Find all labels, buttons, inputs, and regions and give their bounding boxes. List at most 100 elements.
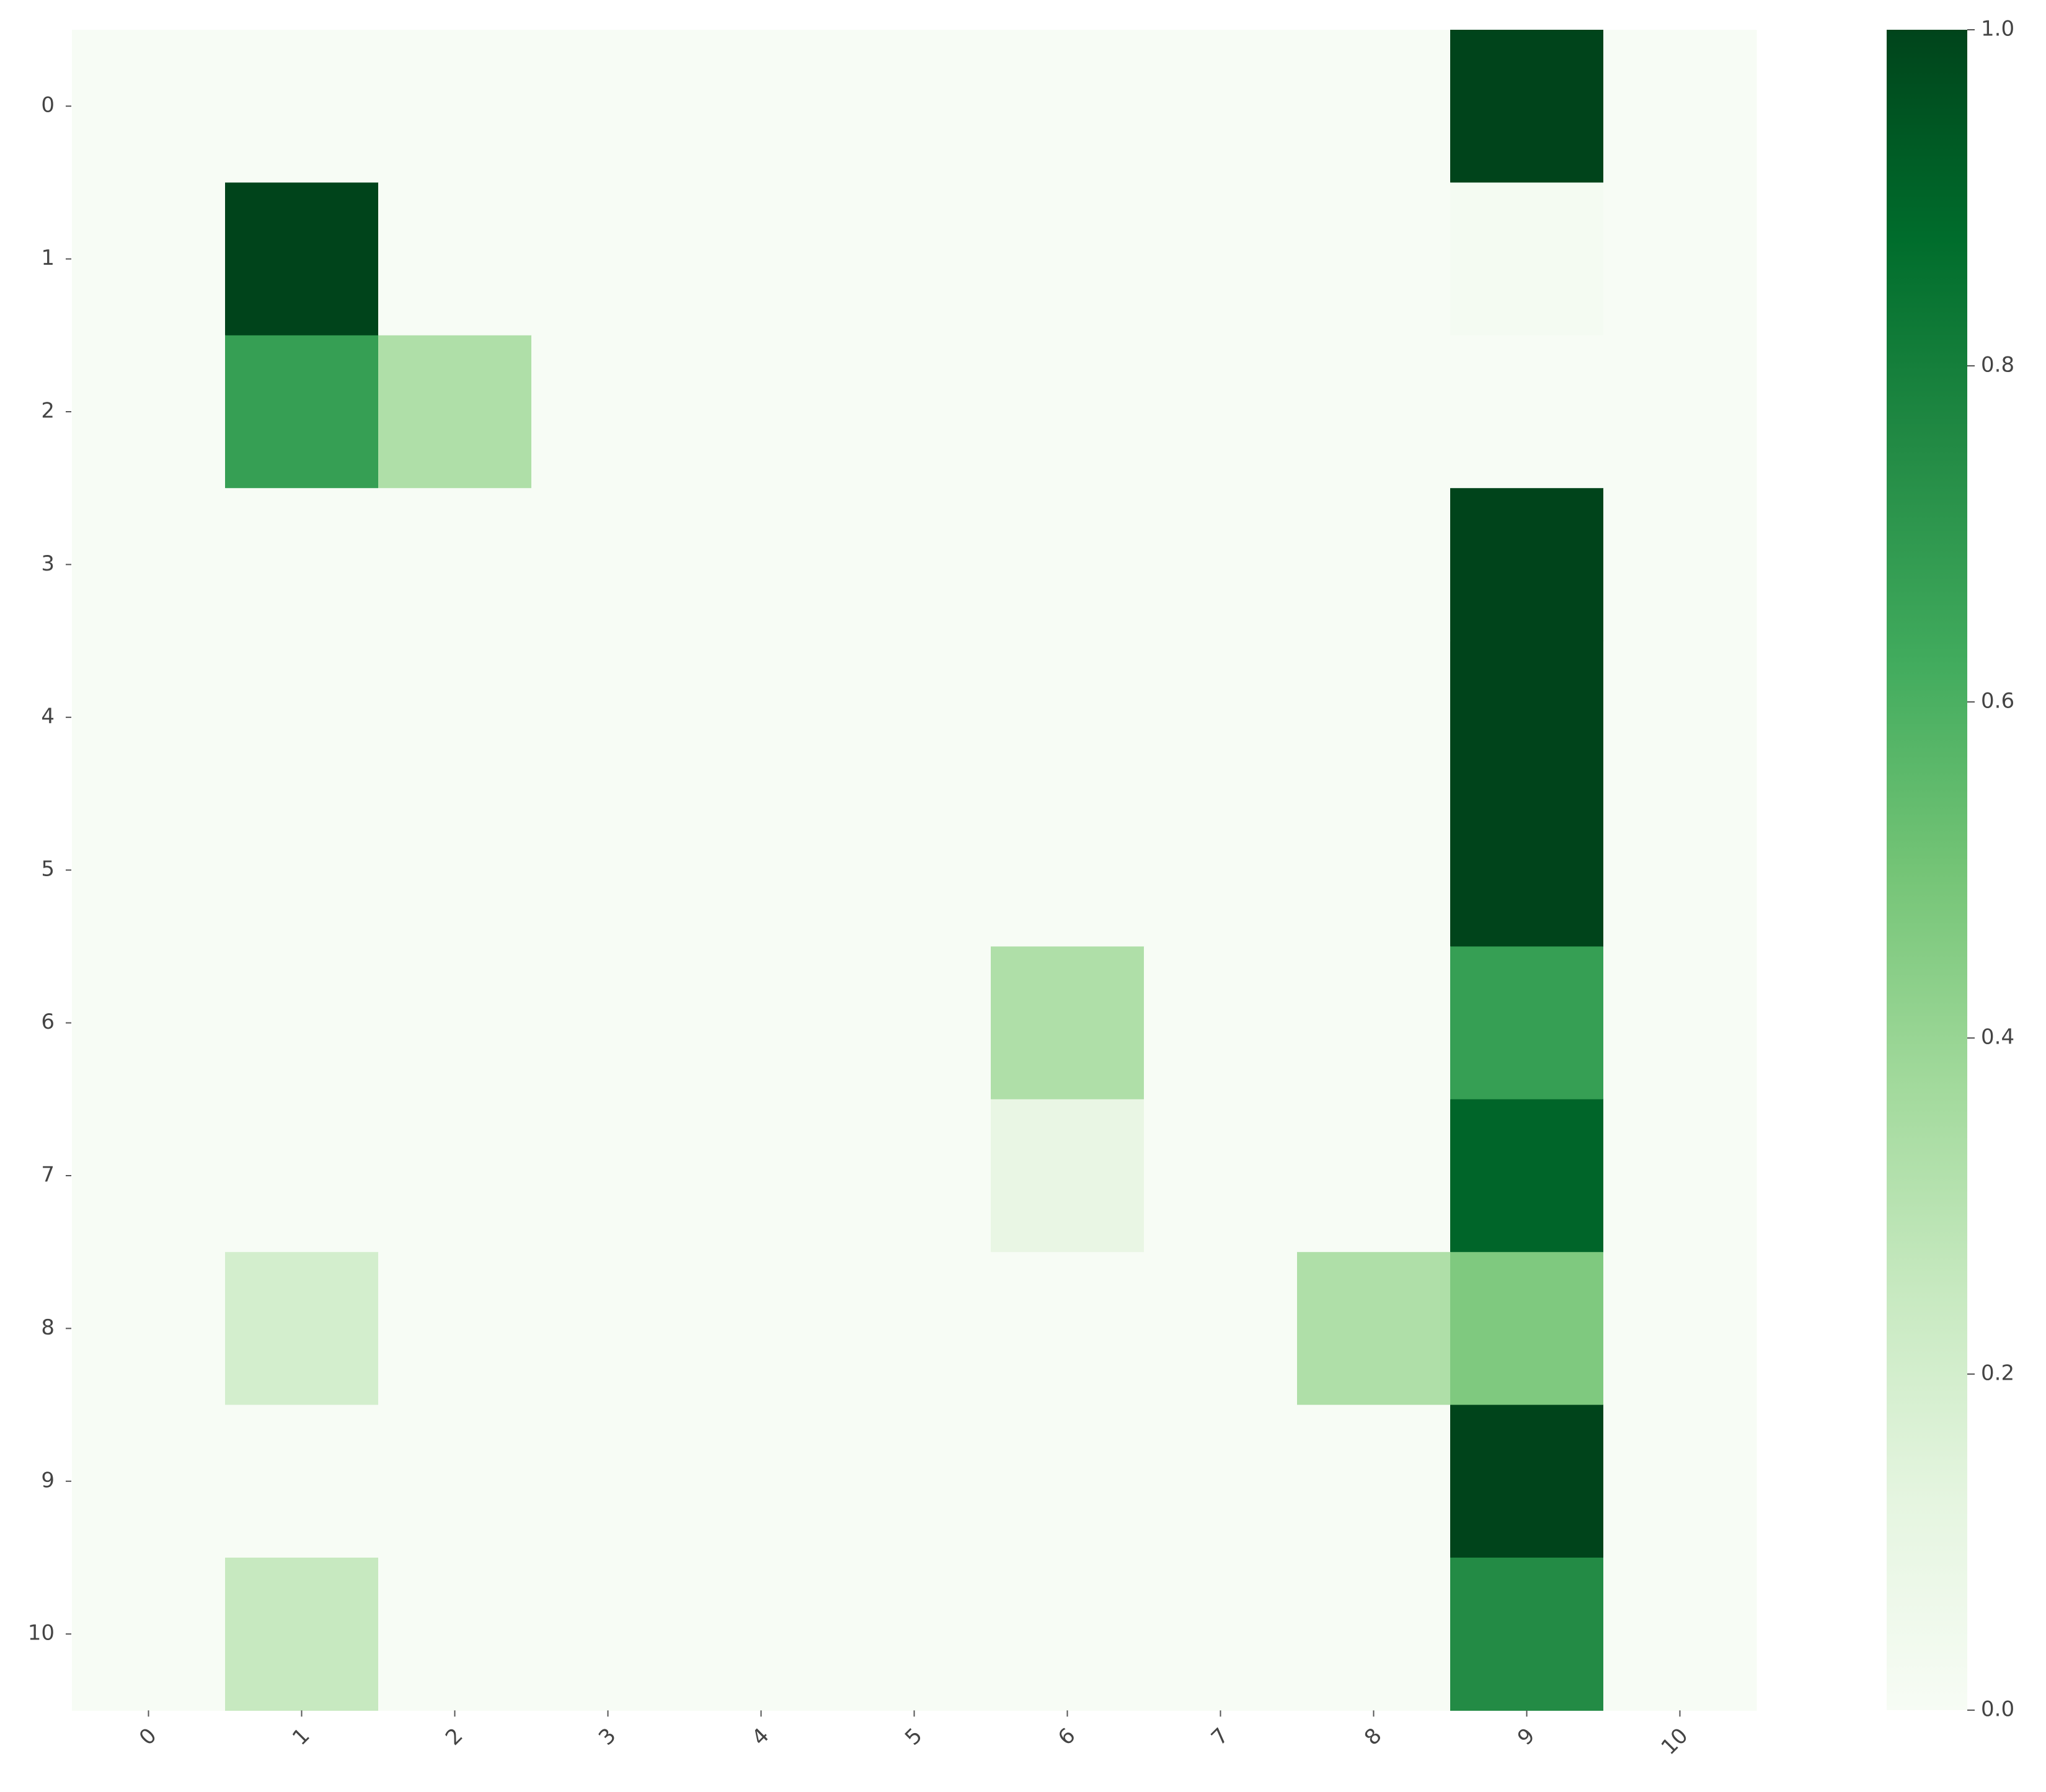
x-tick-label: 3 <box>594 1723 621 1750</box>
heatmap-cell-8-6 <box>991 1252 1145 1406</box>
heatmap-cell-1-2 <box>378 182 532 336</box>
heatmap-cell-10-3 <box>531 1558 685 1711</box>
heatmap-cell-5-6 <box>991 794 1145 947</box>
x-tick-label: 1 <box>288 1723 315 1750</box>
heatmap-cell-9-2 <box>378 1404 532 1558</box>
heatmap-cell-5-8 <box>1297 794 1451 947</box>
heatmap-cell-5-4 <box>684 794 838 947</box>
heatmap-cell-8-3 <box>531 1252 685 1406</box>
heatmap-cell-6-7 <box>1144 946 1298 1100</box>
heatmap-cell-8-1 <box>225 1252 379 1406</box>
heatmap-cell-9-4 <box>684 1404 838 1558</box>
heatmap-cell-10-0 <box>72 1558 226 1711</box>
y-tick-label: 0 <box>41 93 55 118</box>
x-axis: 0 1 2 3 4 5 6 7 8 9 10 <box>135 1710 1693 1760</box>
heatmap-cell-7-2 <box>378 1099 532 1253</box>
heatmap-cell-6-5 <box>838 946 991 1100</box>
heatmap-cell-8-7 <box>1144 1252 1298 1406</box>
heatmap-cell-4-0 <box>72 641 226 794</box>
heatmap-cell-5-7 <box>1144 794 1298 947</box>
heatmap-cell-10-10 <box>1603 1558 1757 1711</box>
heatmap-cell-5-5 <box>838 794 991 947</box>
heatmap-cell-3-5 <box>838 488 991 642</box>
x-tick-label: 5 <box>900 1723 928 1750</box>
y-tick-label: 9 <box>41 1468 55 1493</box>
y-tick-label: 6 <box>41 1009 55 1034</box>
heatmap-cell-9-1 <box>225 1404 379 1558</box>
heatmap-cell-7-5 <box>838 1099 991 1253</box>
heatmap-cell-2-6 <box>991 335 1145 489</box>
heatmap-cell-1-4 <box>684 182 838 336</box>
heatmap-cell-3-4 <box>684 488 838 642</box>
heatmap-cell-3-7 <box>1144 488 1298 642</box>
heatmap-cell-2-4 <box>684 335 838 489</box>
heatmap-cell-9-8 <box>1297 1404 1451 1558</box>
heatmap-cell-5-1 <box>225 794 379 947</box>
heatmap-cell-6-9 <box>1450 946 1604 1100</box>
heatmap-cell-4-1 <box>225 641 379 794</box>
heatmap-cell-0-7 <box>1144 30 1298 183</box>
y-tick-label: 10 <box>28 1621 55 1646</box>
colorbar-tick-label: 0.8 <box>1981 353 2014 378</box>
heatmap-cell-6-1 <box>225 946 379 1100</box>
colorbar-tick-label: 0.2 <box>1981 1361 2014 1386</box>
heatmap-cell-7-6 <box>991 1099 1145 1253</box>
heatmap-cell-10-6 <box>991 1558 1145 1711</box>
heatmap-cell-7-10 <box>1603 1099 1757 1253</box>
heatmap-cell-8-5 <box>838 1252 991 1406</box>
heatmap-cell-8-4 <box>684 1252 838 1406</box>
heatmap-cell-0-10 <box>1603 30 1757 183</box>
heatmap-cell-5-0 <box>72 794 226 947</box>
heatmap-cell-10-4 <box>684 1558 838 1711</box>
y-tick-label: 8 <box>41 1315 55 1340</box>
y-tick-label: 7 <box>41 1163 55 1187</box>
heatmap-cell-2-1 <box>225 335 379 489</box>
heatmap-cell-7-9 <box>1450 1099 1604 1253</box>
heatmap-cell-7-4 <box>684 1099 838 1253</box>
heatmap-cell-0-3 <box>531 30 685 183</box>
heatmap-cell-2-0 <box>72 335 226 489</box>
heatmap-cell-4-3 <box>531 641 685 794</box>
heatmap-cell-8-9 <box>1450 1252 1604 1406</box>
heatmap-cell-1-6 <box>991 182 1145 336</box>
x-tick-label: 4 <box>747 1723 774 1750</box>
heatmap-cell-1-3 <box>531 182 685 336</box>
heatmap-cell-4-8 <box>1297 641 1451 794</box>
heatmap-cell-1-5 <box>838 182 991 336</box>
heatmap-cell-3-3 <box>531 488 685 642</box>
heatmap-cell-0-9 <box>1450 30 1604 183</box>
heatmap-cell-8-10 <box>1603 1252 1757 1406</box>
heatmap-cell-6-10 <box>1603 946 1757 1100</box>
heatmap-cell-10-7 <box>1144 1558 1298 1711</box>
colorbar-tick-label: 1.0 <box>1981 17 2014 42</box>
y-tick-label: 5 <box>41 857 55 882</box>
heatmap-cell-2-3 <box>531 335 685 489</box>
heatmap-cell-2-8 <box>1297 335 1451 489</box>
heatmap-cell-9-10 <box>1603 1404 1757 1558</box>
heatmap-cell-0-8 <box>1297 30 1451 183</box>
heatmap-cell-1-9 <box>1450 182 1604 336</box>
heatmap-cell-2-7 <box>1144 335 1298 489</box>
heatmap-cell-9-3 <box>531 1404 685 1558</box>
heatmap-cell-0-0 <box>72 30 226 183</box>
heatmap-cell-4-2 <box>378 641 532 794</box>
y-tick-label: 2 <box>41 399 55 424</box>
heatmap-cell-7-3 <box>531 1099 685 1253</box>
heatmap-cell-10-1 <box>225 1558 379 1711</box>
y-tick-label: 4 <box>41 704 55 729</box>
heatmap-cell-0-5 <box>838 30 991 183</box>
heatmap-cell-9-5 <box>838 1404 991 1558</box>
heatmap-cell-9-7 <box>1144 1404 1298 1558</box>
x-tick-label: 8 <box>1360 1723 1387 1750</box>
heatmap-cell-5-3 <box>531 794 685 947</box>
heatmap-cell-8-0 <box>72 1252 226 1406</box>
heatmap-cell-10-9 <box>1450 1558 1604 1711</box>
heatmap-cell-2-9 <box>1450 335 1604 489</box>
y-tick-label: 3 <box>41 551 55 576</box>
heatmap-cell-0-6 <box>991 30 1145 183</box>
heatmap-cell-7-7 <box>1144 1099 1298 1253</box>
heatmap-cell-6-2 <box>378 946 532 1100</box>
heatmap-cell-1-10 <box>1603 182 1757 336</box>
colorbar-tick-label: 0.4 <box>1981 1025 2014 1050</box>
